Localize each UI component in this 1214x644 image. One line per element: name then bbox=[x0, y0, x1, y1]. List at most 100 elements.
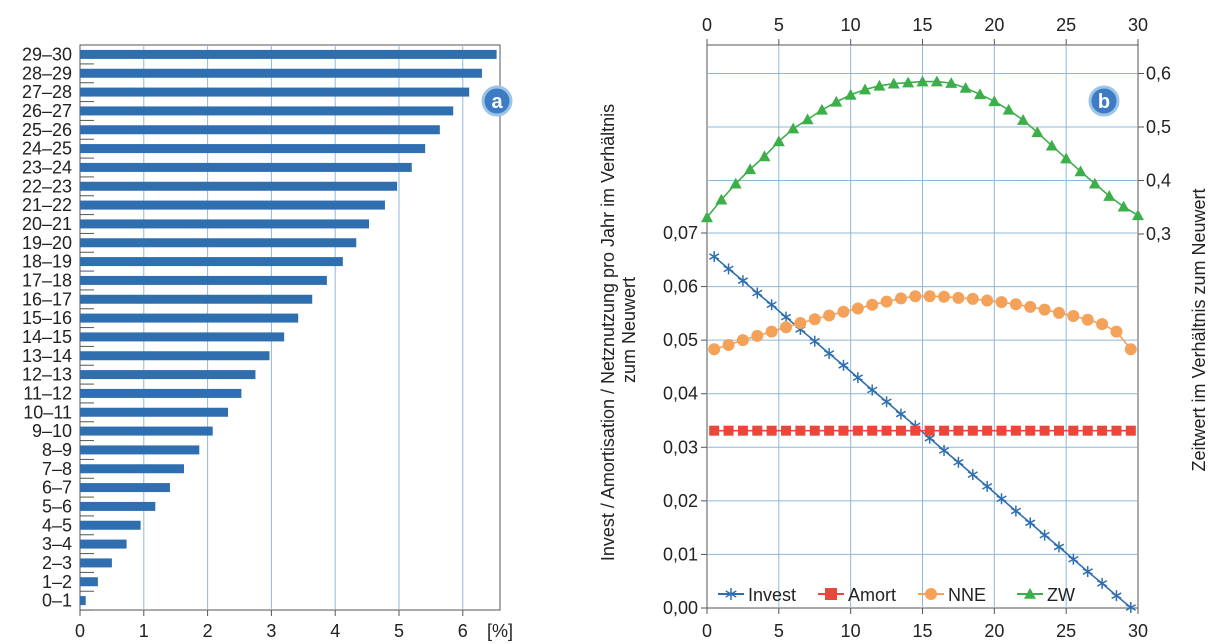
invest-marker-stroke bbox=[981, 482, 993, 490]
invest-marker-stroke bbox=[953, 458, 964, 466]
nne-marker bbox=[1038, 303, 1051, 316]
invest-marker-stroke bbox=[996, 495, 1007, 503]
chart-a-bar bbox=[80, 464, 184, 474]
zw-marker bbox=[959, 81, 972, 93]
chart-b-top-x-tick-label: 30 bbox=[1128, 15, 1148, 35]
chart-b-bottom-x-tick-label: 10 bbox=[841, 621, 861, 641]
chart-a-category-label: 24–25 bbox=[22, 139, 72, 159]
nne-marker bbox=[823, 309, 836, 322]
invest-marker-stroke bbox=[852, 374, 864, 382]
legend-entry-zw: ZW bbox=[1017, 585, 1075, 605]
chart-a-bar bbox=[80, 200, 385, 210]
nne-marker bbox=[1110, 325, 1123, 338]
amort-marker bbox=[982, 425, 993, 436]
chart-a-bar bbox=[80, 351, 270, 361]
chart-b-right-axis-label: Zeitwert im Verhältnis zum Neuwert bbox=[1189, 188, 1209, 471]
chart-a-badge-circle bbox=[481, 85, 513, 117]
chart-a-category-label: 8–9 bbox=[42, 440, 72, 460]
amort-marker bbox=[1025, 425, 1036, 436]
chart-a-x-unit: [%] bbox=[487, 621, 513, 641]
chart-b-top-x-tick-label: 15 bbox=[912, 15, 932, 35]
chart-b-top-x-tick-label: 10 bbox=[841, 15, 861, 35]
chart-a-bar bbox=[80, 426, 213, 436]
amort-marker bbox=[709, 425, 720, 436]
chart-a-bar bbox=[80, 332, 285, 342]
chart-b-left-y-tick-label: 0,03 bbox=[663, 437, 698, 457]
nne-marker bbox=[780, 321, 793, 334]
invest-marker-stroke bbox=[838, 361, 849, 369]
chart-a-x-tick-label: 0 bbox=[75, 621, 85, 641]
amort-marker bbox=[795, 425, 806, 436]
zw-marker bbox=[1002, 103, 1015, 115]
amort-marker bbox=[825, 588, 837, 600]
chart-a-category-label: 25–26 bbox=[22, 120, 72, 140]
chart-b-left-y-tick-label: 0,06 bbox=[663, 277, 698, 297]
chart-a-category-label: 2–3 bbox=[42, 553, 72, 573]
zw-marker bbox=[1088, 177, 1101, 189]
zw-marker bbox=[701, 211, 713, 223]
zw-marker bbox=[916, 75, 929, 87]
chart-a-bar bbox=[80, 407, 229, 417]
chart-a-badge-label: a bbox=[491, 91, 503, 113]
chart-a-bar bbox=[80, 106, 454, 116]
amort-marker bbox=[895, 425, 906, 436]
zw-marker bbox=[1132, 209, 1144, 221]
chart-b-top-x-tick-label: 20 bbox=[984, 15, 1004, 35]
zw-marker bbox=[844, 88, 857, 100]
invest-marker-stroke bbox=[809, 337, 820, 345]
chart-a-bar bbox=[80, 483, 170, 493]
chart-a-bar bbox=[80, 596, 86, 606]
chart-b-y-axis-label-line-2: zum Neuwert bbox=[619, 277, 639, 383]
chart-a-category-label: 26–27 bbox=[22, 101, 72, 121]
zw-marker bbox=[715, 193, 728, 205]
amort-marker bbox=[781, 425, 792, 436]
chart-b-bottom-x-tick-label: 0 bbox=[702, 621, 712, 641]
chart-b-left-y-tick-label: 0,00 bbox=[663, 598, 698, 618]
zw-marker bbox=[902, 76, 915, 88]
chart-a-category-label: 11–12 bbox=[23, 383, 72, 403]
legend-entry-invest: Invest bbox=[718, 585, 796, 605]
nne-marker bbox=[938, 290, 951, 303]
invest-marker-stroke bbox=[752, 289, 763, 297]
nne-marker bbox=[736, 334, 749, 347]
amort-marker bbox=[881, 425, 892, 436]
amort-marker bbox=[723, 425, 734, 436]
chart-b-left-y-tick-label: 0,05 bbox=[663, 330, 698, 350]
chart-b-left-y-tick-labels: 0,00 0,01 0,02 0,03 0,04 0,05 0,06 0,07 bbox=[663, 223, 707, 618]
invest-marker-stroke bbox=[737, 277, 749, 285]
invest-marker-stroke bbox=[1025, 519, 1036, 527]
zw-marker bbox=[1060, 152, 1073, 164]
chart-b-left-y-tick-label: 0,02 bbox=[663, 491, 698, 511]
chart-b-badge-circle bbox=[1088, 85, 1120, 117]
zw-marker bbox=[1103, 190, 1116, 201]
nne-marker bbox=[1009, 298, 1022, 311]
nne-marker bbox=[851, 302, 864, 315]
zw-marker bbox=[1024, 588, 1036, 599]
amort-marker bbox=[910, 425, 921, 436]
legend-entry-amort: Amort bbox=[818, 585, 896, 605]
chart-a-bar bbox=[80, 87, 470, 97]
chart-a-bar bbox=[80, 257, 343, 267]
nne-marker bbox=[952, 291, 965, 304]
chart-b-bottom-x-tick-label: 25 bbox=[1056, 621, 1076, 641]
chart-a-x-tick-label: 4 bbox=[330, 621, 340, 641]
chart-a-bar bbox=[80, 68, 482, 78]
zw-marker bbox=[744, 163, 757, 175]
amort-marker bbox=[852, 425, 863, 436]
chart-b-right-y-tick-label: 0,5 bbox=[1146, 117, 1171, 137]
nne-marker bbox=[751, 329, 764, 342]
amort-marker bbox=[996, 425, 1007, 436]
nne-marker bbox=[808, 313, 821, 326]
nne-marker bbox=[981, 294, 994, 307]
chart-a-bar bbox=[80, 558, 112, 568]
nne-marker bbox=[995, 296, 1008, 309]
amort-marker bbox=[967, 425, 978, 436]
legend-label: Amort bbox=[848, 585, 896, 605]
amort-marker bbox=[737, 425, 748, 436]
zw-marker bbox=[772, 135, 785, 147]
chart-b-bottom-x-tick-label: 5 bbox=[774, 621, 784, 641]
nne-marker bbox=[925, 588, 937, 600]
chart-a: 0–11–22–33–44–55–66–77–88–99–1010–1111–1… bbox=[22, 44, 513, 641]
chart-b-right-y-tick-label: 0,4 bbox=[1146, 171, 1171, 191]
chart-a-bar bbox=[80, 144, 426, 154]
